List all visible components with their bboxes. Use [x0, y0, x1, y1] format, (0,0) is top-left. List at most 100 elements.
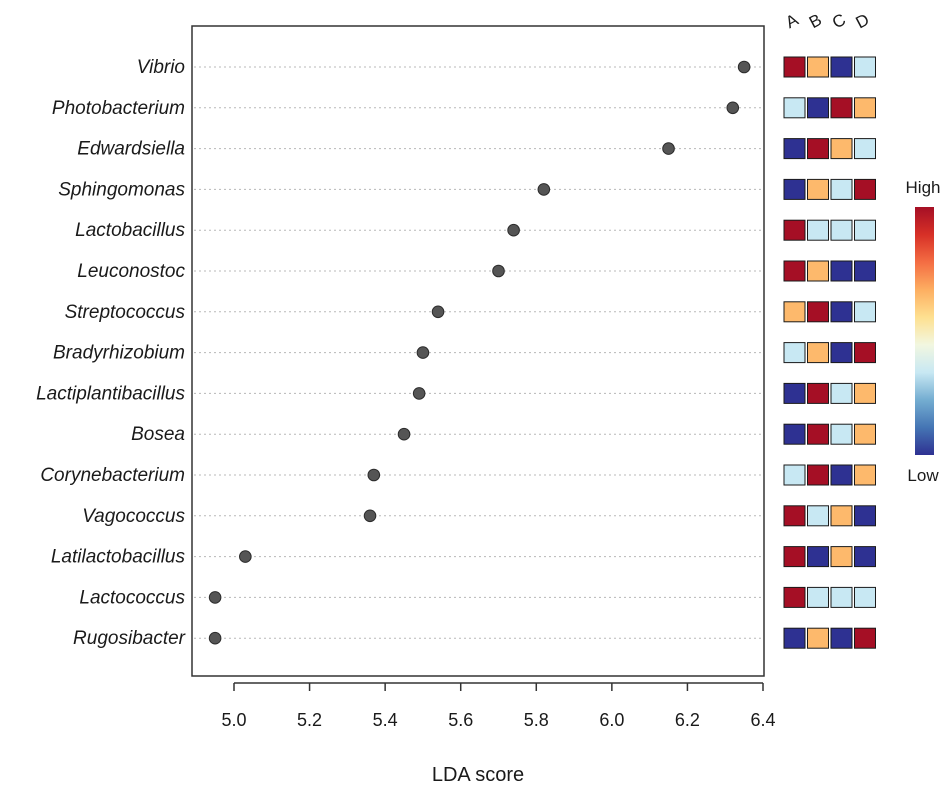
- heatmap-cell: [807, 97, 829, 119]
- heatmap-cell: [830, 423, 853, 445]
- heatmap-cell: [854, 546, 876, 568]
- heatmap-cell: [783, 382, 806, 404]
- heatmap-cell: [830, 464, 853, 486]
- heatmap-cell: [783, 342, 806, 364]
- heatmap-cell: [854, 56, 876, 78]
- taxon-label: Corynebacterium: [40, 465, 185, 486]
- heatmap-cell: [854, 505, 876, 527]
- group-label: B: [806, 10, 825, 32]
- heatmap-cell: [854, 301, 876, 323]
- heatmap-cell: [783, 464, 806, 486]
- group-heatmap: [783, 56, 876, 649]
- heatmap-cell: [783, 178, 806, 200]
- heatmap-cell: [830, 301, 853, 323]
- taxon-label: Rugosibacter: [73, 628, 186, 649]
- heatmap-cell: [854, 382, 876, 404]
- heatmap-cell: [783, 546, 806, 568]
- heatmap-cell: [830, 382, 853, 404]
- lda-point: [726, 101, 740, 115]
- taxon-label: Lactococcus: [79, 587, 185, 608]
- x-tick-label: 5.4: [373, 710, 398, 730]
- heatmap-cell: [830, 97, 853, 119]
- heatmap-cell: [807, 219, 829, 241]
- heatmap-cell: [854, 97, 876, 119]
- heatmap-cell: [807, 138, 829, 160]
- taxon-label: Photobacterium: [52, 98, 185, 119]
- heatmap-cell: [807, 464, 829, 486]
- heatmap-cell: [783, 301, 806, 323]
- x-tick-label: 5.0: [221, 710, 246, 730]
- heatmap-cell: [783, 138, 806, 160]
- taxon-label: Vibrio: [137, 57, 185, 78]
- taxon-label: Bradyrhizobium: [53, 343, 185, 364]
- x-tick-label: 5.6: [448, 710, 473, 730]
- heatmap-cell: [854, 627, 876, 649]
- group-label: C: [829, 10, 849, 33]
- heatmap-cell: [807, 178, 829, 200]
- heatmap-cell: [807, 505, 829, 527]
- heatmap-cell: [854, 260, 876, 282]
- lda-point: [208, 631, 222, 645]
- heatmap-cell: [783, 56, 806, 78]
- heatmap-cell: [807, 423, 829, 445]
- lda-point: [239, 550, 252, 563]
- heatmap-cell: [783, 505, 806, 527]
- heatmap-cell: [830, 138, 853, 160]
- legend-low-label: Low: [907, 466, 939, 485]
- heatmap-cell: [807, 56, 829, 78]
- heatmap-cell: [830, 260, 853, 282]
- taxon-label: Lactobacillus: [75, 220, 185, 241]
- taxon-label: Sphingomonas: [58, 179, 185, 200]
- heatmap-cell: [854, 464, 876, 486]
- heatmap-cell: [830, 546, 853, 568]
- heatmap-cell: [807, 260, 829, 282]
- legend-gradient-bar: [915, 207, 934, 455]
- x-tick-label: 6.2: [675, 710, 700, 730]
- x-axis: 5.0 5.2 5.4 5.6 5.8 6.0 6.2 6.4: [221, 682, 776, 730]
- lda-point: [416, 346, 430, 359]
- lda-point: [507, 223, 520, 237]
- heatmap-cell: [807, 342, 829, 364]
- x-tick-label: 5.2: [297, 710, 322, 730]
- taxon-label: Vagococcus: [82, 506, 185, 527]
- heatmap-cell: [783, 627, 806, 649]
- heatmap-cell: [854, 342, 876, 364]
- taxon-labels: Vibrio Photobacterium Edwardsiella Sphingom…: [36, 57, 186, 649]
- heatmap-cell: [807, 546, 829, 568]
- lda-point: [662, 142, 675, 155]
- heatmap-cell: [807, 382, 829, 404]
- heatmap-cell: [854, 423, 876, 445]
- lda-point: [208, 591, 222, 604]
- heatmap-cell: [854, 138, 876, 160]
- taxon-label: Leuconostoc: [77, 261, 185, 282]
- lda-point: [492, 264, 505, 278]
- lda-point: [431, 305, 445, 319]
- heatmap-cell: [830, 586, 853, 608]
- lda-point: [363, 509, 377, 523]
- taxon-label: Streptococcus: [65, 302, 186, 323]
- gridlines: [194, 66, 762, 639]
- taxon-label: Lactiplantibacillus: [36, 383, 185, 404]
- taxon-label: Latilactobacillus: [51, 547, 186, 568]
- lda-point: [412, 387, 426, 400]
- x-tick-label: 5.8: [524, 710, 549, 730]
- x-tick-label: 6.0: [599, 710, 624, 730]
- group-label: D: [853, 10, 873, 33]
- lda-point: [537, 183, 551, 196]
- x-tick-label: 6.4: [750, 710, 775, 730]
- lda-point: [367, 468, 381, 482]
- heatmap-cell: [854, 178, 876, 200]
- lda-point: [397, 427, 411, 441]
- lda-point: [737, 60, 751, 74]
- heatmap-cell: [783, 586, 806, 608]
- heatmap-cell: [783, 423, 806, 445]
- legend-high-label: High: [906, 178, 941, 197]
- heatmap-cell: [783, 260, 806, 282]
- color-legend: High Low: [906, 178, 941, 485]
- heatmap-cell: [830, 178, 853, 200]
- heatmap-cell: [854, 586, 876, 608]
- heatmap-cell: [854, 219, 876, 241]
- heatmap-cell: [783, 97, 806, 119]
